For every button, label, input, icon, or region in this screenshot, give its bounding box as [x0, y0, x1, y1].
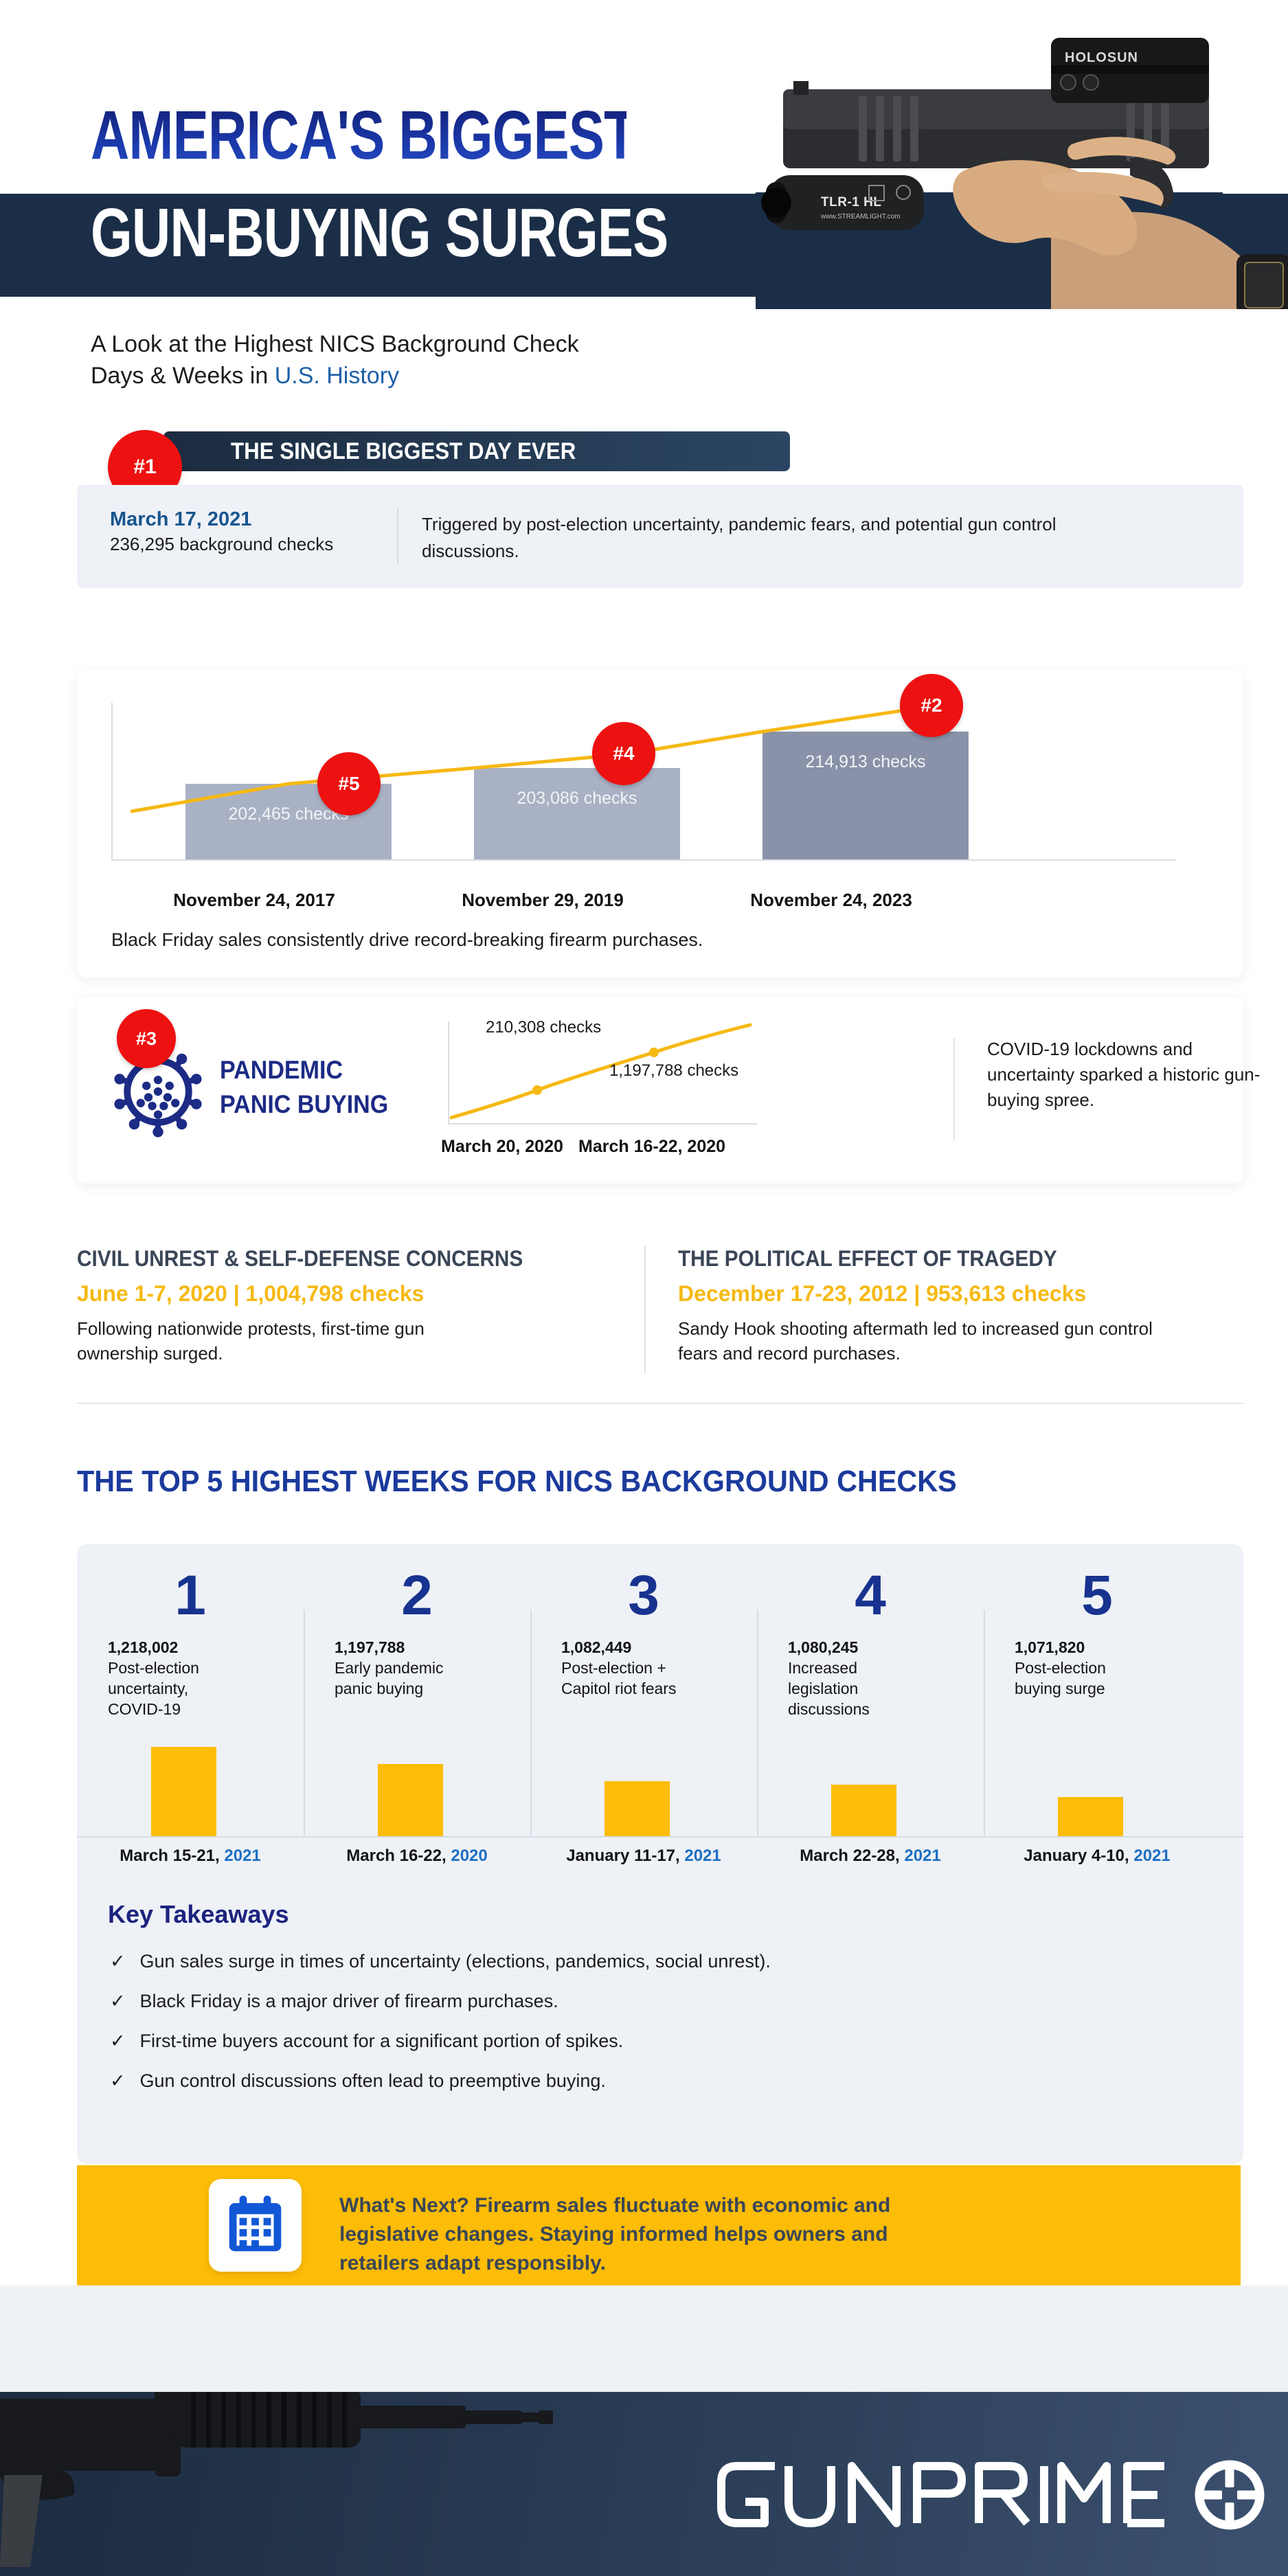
svg-text:TLR-1 HL: TLR-1 HL — [821, 195, 881, 210]
svg-text:www.STREAMLIGHT.com: www.STREAMLIGHT.com — [820, 213, 901, 221]
svg-text:HOLOSUN: HOLOSUN — [1065, 50, 1138, 65]
